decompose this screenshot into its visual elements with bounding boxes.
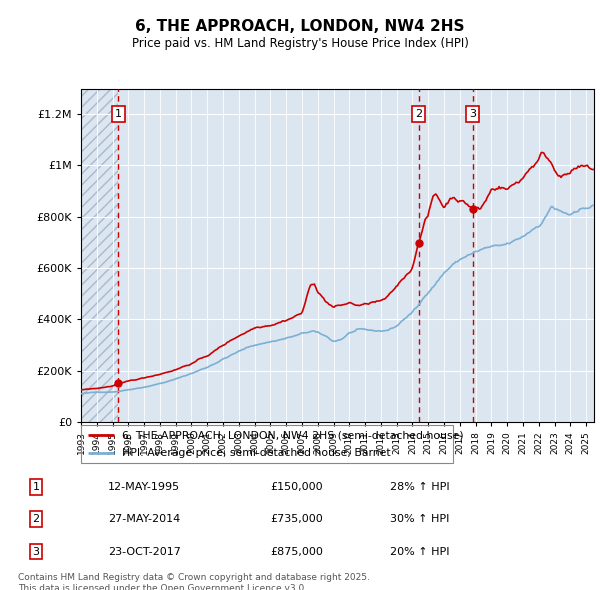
Text: Price paid vs. HM Land Registry's House Price Index (HPI): Price paid vs. HM Land Registry's House … xyxy=(131,37,469,50)
Bar xyxy=(81,88,118,422)
Text: £735,000: £735,000 xyxy=(270,514,323,524)
Text: 1: 1 xyxy=(32,482,40,491)
Text: 2: 2 xyxy=(32,514,40,524)
Text: Contains HM Land Registry data © Crown copyright and database right 2025.
This d: Contains HM Land Registry data © Crown c… xyxy=(18,573,370,590)
Bar xyxy=(81,88,118,422)
Text: 1: 1 xyxy=(115,109,122,119)
Text: HPI: Average price, semi-detached house, Barnet: HPI: Average price, semi-detached house,… xyxy=(122,448,391,458)
Text: 20% ↑ HPI: 20% ↑ HPI xyxy=(390,547,449,556)
Text: 12-MAY-1995: 12-MAY-1995 xyxy=(108,482,180,491)
Text: 3: 3 xyxy=(32,547,40,556)
Text: 30% ↑ HPI: 30% ↑ HPI xyxy=(390,514,449,524)
Text: £150,000: £150,000 xyxy=(270,482,323,491)
Text: 27-MAY-2014: 27-MAY-2014 xyxy=(108,514,180,524)
Text: 2: 2 xyxy=(415,109,422,119)
Text: 6, THE APPROACH, LONDON, NW4 2HS (semi-detached house): 6, THE APPROACH, LONDON, NW4 2HS (semi-d… xyxy=(122,430,464,440)
Text: 23-OCT-2017: 23-OCT-2017 xyxy=(108,547,181,556)
Text: 3: 3 xyxy=(469,109,476,119)
Text: 28% ↑ HPI: 28% ↑ HPI xyxy=(390,482,449,491)
Text: 6, THE APPROACH, LONDON, NW4 2HS: 6, THE APPROACH, LONDON, NW4 2HS xyxy=(135,19,465,34)
Text: £875,000: £875,000 xyxy=(270,547,323,556)
